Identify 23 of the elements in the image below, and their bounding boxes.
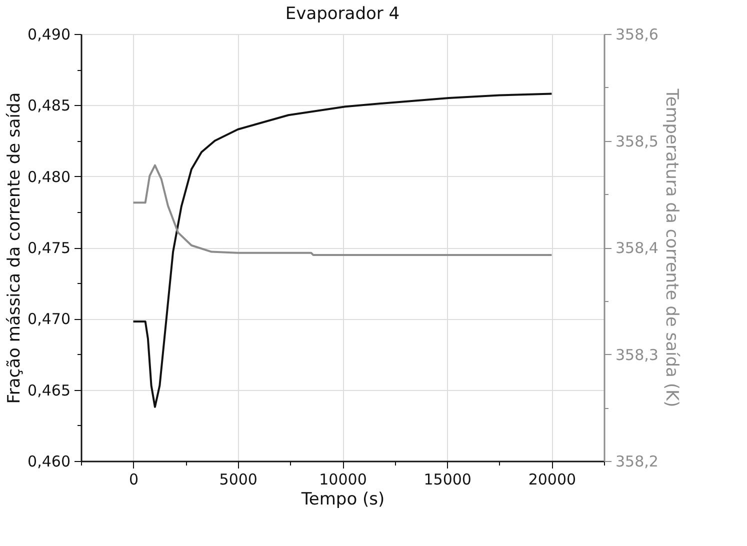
- y2-tick-label: 358,2: [616, 452, 658, 470]
- y-tick-label: 0,480: [28, 168, 70, 186]
- y-tick-label: 0,490: [28, 26, 70, 44]
- y2-tick-label: 358,5: [616, 132, 658, 150]
- x-axis-title: Tempo (s): [300, 490, 385, 510]
- y-axis-title: Fração mássica da corrente de saída: [4, 92, 25, 404]
- y-tick-label: 0,475: [28, 239, 70, 257]
- x-tick-label: 10000: [319, 470, 367, 488]
- y2-axis-title: Temperatura da corrente de saída (K): [661, 88, 682, 408]
- chart-title: Evaporador 4: [285, 4, 400, 24]
- y-tick-label: 0,465: [28, 381, 70, 400]
- y-tick-label: 0,460: [28, 452, 70, 470]
- x-tick-label: 0: [129, 470, 139, 488]
- x-tick-label: 5000: [219, 470, 258, 488]
- x-tick-label: 20000: [528, 470, 576, 488]
- y2-tick-label: 358,4: [616, 239, 658, 257]
- y-tick-label: 0,470: [28, 310, 70, 328]
- y2-tick-label: 358,6: [616, 26, 658, 44]
- y-tick-label: 0,485: [28, 96, 70, 115]
- y2-tick-label: 358,3: [616, 346, 658, 364]
- line-series: [132, 164, 553, 256]
- line-series: [132, 92, 553, 408]
- x-tick-label: 15000: [424, 470, 472, 488]
